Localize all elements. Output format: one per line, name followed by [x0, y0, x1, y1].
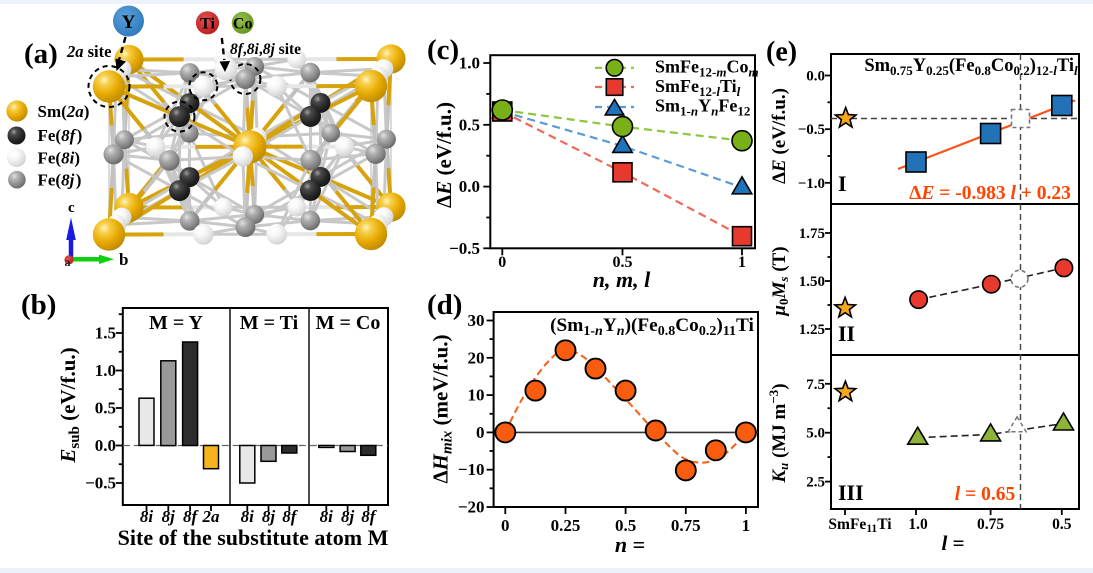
svg-text:Sm1-nYnFe12: Sm1-nYnFe12 [655, 96, 750, 119]
svg-text:0: 0 [476, 423, 485, 442]
svg-text:2a: 2a [202, 507, 221, 526]
svg-text:(b): (b) [21, 289, 56, 321]
svg-text:ΔHmix (meV/f.u.): ΔHmix (meV/f.u.) [429, 334, 456, 483]
svg-text:8j: 8j [341, 507, 355, 526]
svg-text:0.5: 0.5 [1052, 516, 1072, 533]
svg-text:8i: 8i [140, 507, 154, 526]
svg-text:1.75: 1.75 [799, 226, 825, 242]
svg-text:n, m, l: n, m, l [593, 267, 651, 292]
svg-text:Fe(8i): Fe(8i) [38, 149, 81, 168]
svg-text:−0.5: −0.5 [449, 239, 480, 258]
svg-text:0.75: 0.75 [671, 516, 701, 535]
svg-text:30: 30 [468, 311, 485, 330]
svg-text:l =: l = [941, 531, 964, 555]
svg-text:8f: 8f [282, 507, 299, 526]
svg-text:8i: 8i [320, 507, 334, 526]
svg-text:n =: n = [615, 532, 645, 557]
svg-text:0.0: 0.0 [806, 69, 825, 85]
svg-text:Fe(8j ): Fe(8j ) [38, 171, 82, 190]
svg-text:8f: 8f [183, 507, 200, 526]
svg-text:8i: 8i [241, 507, 255, 526]
svg-text:M = Co: M = Co [316, 312, 381, 334]
svg-text:0: 0 [498, 254, 506, 271]
svg-text:(a): (a) [24, 38, 58, 70]
svg-text:2a site: 2a site [66, 42, 111, 61]
svg-text:5.0: 5.0 [806, 426, 825, 442]
svg-text:II: II [838, 321, 855, 346]
svg-text:Esub (eV/f.u.): Esub (eV/f.u.) [56, 347, 83, 463]
svg-text:μ0Ms (T): μ0Ms (T) [769, 246, 791, 316]
svg-text:ΔE (eV/f.u.): ΔE (eV/f.u.) [769, 88, 790, 184]
svg-text:M = Y: M = Y [149, 312, 204, 334]
svg-text:Sm0.75Y0.25(Fe0.8Co0.2)12-lTil: Sm0.75Y0.25(Fe0.8Co0.2)12-lTil [864, 56, 1078, 78]
svg-text:1.0: 1.0 [908, 516, 928, 533]
svg-text:SmFe11Ti: SmFe11Ti [828, 516, 892, 535]
svg-text:Site of the substitute atom M: Site of the substitute atom M [118, 525, 389, 550]
svg-text:Fe(8f ): Fe(8f ) [38, 126, 83, 145]
svg-text:20: 20 [468, 348, 485, 367]
svg-text:Y: Y [122, 12, 136, 33]
svg-text:SmFe12-lTil: SmFe12-lTil [655, 76, 741, 99]
svg-text:0.5: 0.5 [615, 516, 636, 535]
svg-text:−20: −20 [458, 498, 485, 517]
svg-text:III: III [838, 480, 864, 505]
svg-text:Co: Co [233, 16, 253, 33]
svg-text:M = Ti: M = Ti [240, 312, 299, 334]
svg-text:2.5: 2.5 [806, 475, 825, 491]
svg-text:0.0: 0.0 [459, 177, 480, 196]
svg-text:8f,8i,8j site: 8f,8i,8j site [230, 41, 301, 58]
svg-text:0.5: 0.5 [95, 399, 116, 418]
svg-text:ΔE (eV/f.u.): ΔE (eV/f.u.) [432, 102, 456, 208]
svg-text:0.5: 0.5 [613, 254, 633, 271]
svg-text:0.25: 0.25 [551, 516, 581, 535]
svg-text:1: 1 [742, 516, 751, 535]
svg-text:0: 0 [501, 516, 510, 535]
svg-text:−1.0: −1.0 [798, 176, 825, 192]
svg-text:1.5: 1.5 [95, 324, 116, 343]
svg-text:−0.5: −0.5 [85, 474, 116, 493]
svg-text:c: c [68, 200, 75, 216]
svg-text:1.0: 1.0 [459, 54, 480, 73]
svg-text:1.0: 1.0 [95, 361, 116, 380]
svg-text:10: 10 [468, 386, 485, 405]
svg-text:8j: 8j [162, 507, 176, 526]
svg-text:a: a [65, 255, 71, 269]
svg-text:0.75: 0.75 [977, 516, 1004, 533]
svg-text:(c): (c) [427, 34, 459, 66]
svg-text:8f: 8f [361, 507, 378, 526]
svg-text:1: 1 [738, 254, 746, 271]
svg-text:I: I [838, 171, 847, 196]
svg-text:l = 0.65: l = 0.65 [955, 484, 1016, 505]
svg-text:−10: −10 [458, 460, 485, 479]
svg-text:Ti: Ti [200, 16, 215, 33]
svg-text:(e): (e) [766, 37, 797, 68]
svg-text:Ku (MJ m−3): Ku (MJ m−3) [766, 383, 791, 483]
svg-text:7.5: 7.5 [806, 377, 825, 393]
svg-text:b: b [119, 250, 128, 269]
svg-text:SmFe12-mCom: SmFe12-mCom [655, 57, 759, 80]
svg-text:0.5: 0.5 [459, 115, 480, 134]
svg-text:(d): (d) [427, 289, 462, 321]
svg-text:(Sm1-nYn)(Fe0.8Co0.2)11Ti: (Sm1-nYn)(Fe0.8Co0.2)11Ti [550, 315, 754, 339]
svg-text:0.0: 0.0 [95, 436, 116, 455]
svg-text:−0.5: −0.5 [798, 122, 825, 138]
svg-text:8j: 8j [262, 507, 276, 526]
svg-text:1.25: 1.25 [799, 322, 825, 338]
svg-text:1.50: 1.50 [799, 274, 825, 290]
svg-text:ΔE = -0.983 l + 0.23: ΔE = -0.983 l + 0.23 [909, 183, 1071, 204]
svg-text:Sm(2a): Sm(2a) [38, 102, 90, 121]
